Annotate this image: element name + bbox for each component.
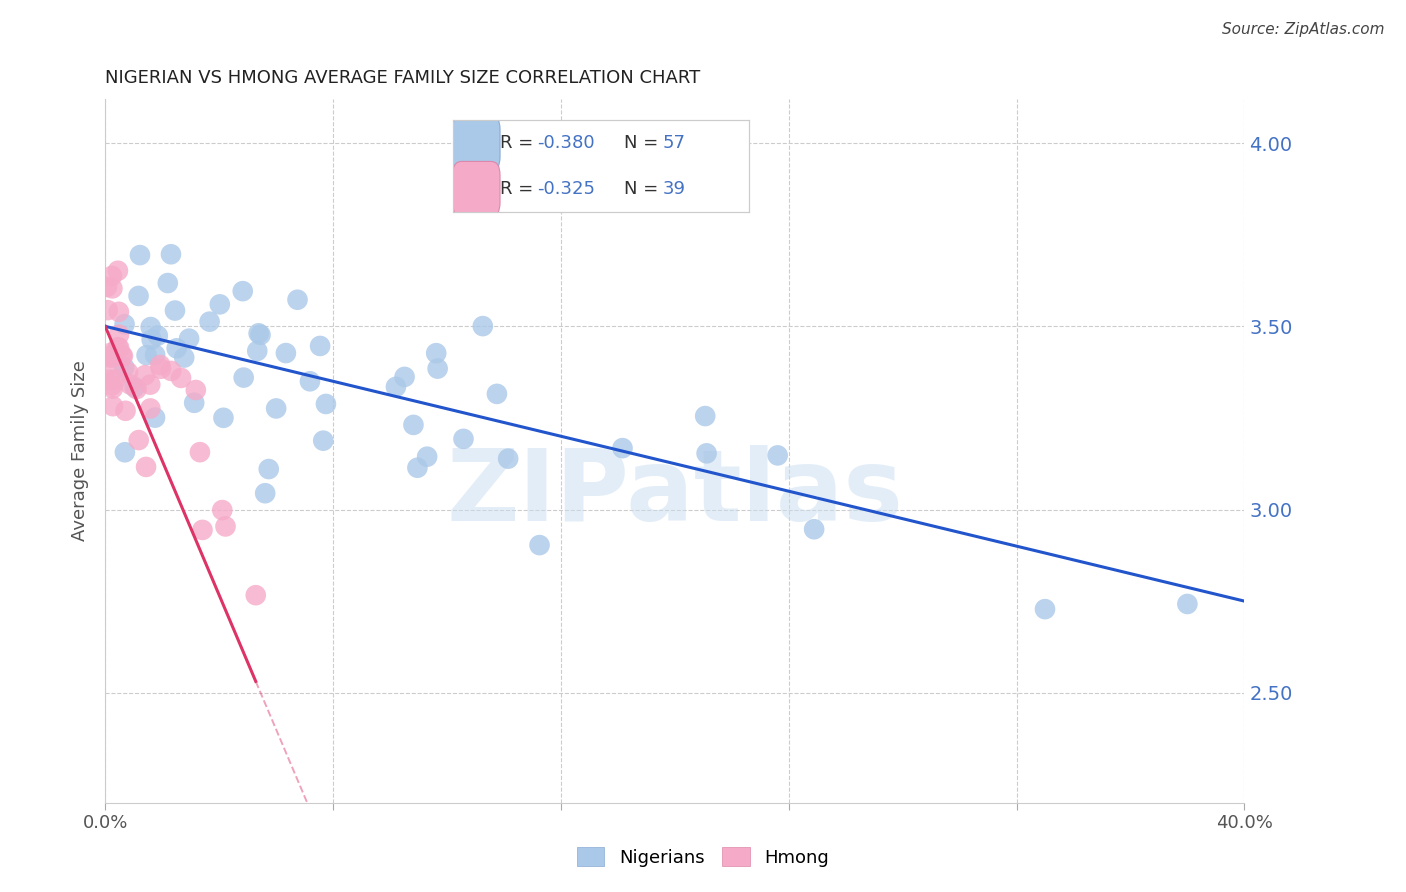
Point <box>453 432 475 446</box>
Point <box>184 383 207 397</box>
Point <box>129 248 152 262</box>
Point <box>98 373 121 387</box>
Point <box>385 380 408 394</box>
Point <box>107 264 129 278</box>
Point <box>139 320 162 334</box>
Point <box>287 293 309 307</box>
Point <box>183 396 205 410</box>
Point <box>128 433 150 447</box>
Point <box>249 327 271 342</box>
Text: Source: ZipAtlas.com: Source: ZipAtlas.com <box>1222 22 1385 37</box>
Point <box>198 315 221 329</box>
Point <box>97 303 120 318</box>
Point <box>425 346 447 360</box>
Point <box>135 348 157 362</box>
Point <box>104 373 127 387</box>
Text: NIGERIAN VS HMONG AVERAGE FAMILY SIZE CORRELATION CHART: NIGERIAN VS HMONG AVERAGE FAMILY SIZE CO… <box>105 69 700 87</box>
Point <box>803 522 825 536</box>
Point <box>394 370 416 384</box>
Point <box>170 371 193 385</box>
Point <box>612 441 634 455</box>
Point <box>98 349 121 363</box>
Point <box>108 327 131 342</box>
Point <box>496 451 519 466</box>
Point <box>274 346 297 360</box>
Point <box>101 281 124 295</box>
Point <box>695 409 717 423</box>
Point <box>485 387 508 401</box>
Point <box>96 280 118 294</box>
Point <box>232 370 254 384</box>
Point <box>101 268 124 283</box>
Point <box>143 348 166 362</box>
Point <box>416 450 439 464</box>
Point <box>188 445 211 459</box>
Point <box>696 446 718 460</box>
Point <box>402 417 425 432</box>
Point <box>298 374 321 388</box>
Point <box>118 377 141 392</box>
Text: ZIPatlas: ZIPatlas <box>446 444 903 541</box>
Point <box>257 462 280 476</box>
Point <box>264 401 287 416</box>
Point <box>111 349 134 363</box>
Point <box>160 247 183 261</box>
Point <box>117 365 139 379</box>
Point <box>191 523 214 537</box>
Point <box>312 434 335 448</box>
Point <box>246 343 269 358</box>
Point <box>101 399 124 413</box>
Point <box>247 326 270 341</box>
Point <box>177 332 200 346</box>
Point <box>141 333 163 347</box>
Point <box>214 519 236 533</box>
Point <box>108 305 131 319</box>
Point <box>112 360 135 375</box>
Point <box>98 346 121 360</box>
Point <box>100 351 122 365</box>
Y-axis label: Average Family Size: Average Family Size <box>72 360 89 541</box>
Point <box>114 404 136 418</box>
Point <box>1177 597 1199 611</box>
Point <box>146 328 169 343</box>
Point <box>114 445 136 459</box>
Point <box>529 538 551 552</box>
Point <box>134 368 156 383</box>
Point <box>124 380 146 394</box>
Point <box>97 359 120 373</box>
Point <box>108 341 131 355</box>
Point <box>163 303 186 318</box>
Point <box>166 341 188 355</box>
Point <box>111 349 134 363</box>
Point <box>173 351 195 365</box>
Point <box>160 364 183 378</box>
Legend: Nigerians, Hmong: Nigerians, Hmong <box>569 840 837 874</box>
Point <box>426 361 449 376</box>
Point <box>212 410 235 425</box>
Point <box>315 397 337 411</box>
Point <box>208 297 231 311</box>
Point <box>406 460 429 475</box>
Point <box>139 377 162 392</box>
Point <box>245 588 267 602</box>
Point <box>471 319 494 334</box>
Point <box>128 289 150 303</box>
Point <box>149 361 172 376</box>
Point <box>309 339 332 353</box>
Point <box>101 382 124 396</box>
Point <box>211 503 233 517</box>
Point <box>107 340 129 354</box>
Point <box>156 276 179 290</box>
Point <box>100 378 122 392</box>
Point <box>232 284 254 298</box>
Point <box>766 449 789 463</box>
Point <box>114 318 136 332</box>
Point <box>149 358 172 372</box>
Point <box>1033 602 1056 616</box>
Point <box>139 401 162 416</box>
Point <box>135 459 157 474</box>
Point <box>254 486 277 500</box>
Point <box>143 410 166 425</box>
Point <box>125 382 148 396</box>
